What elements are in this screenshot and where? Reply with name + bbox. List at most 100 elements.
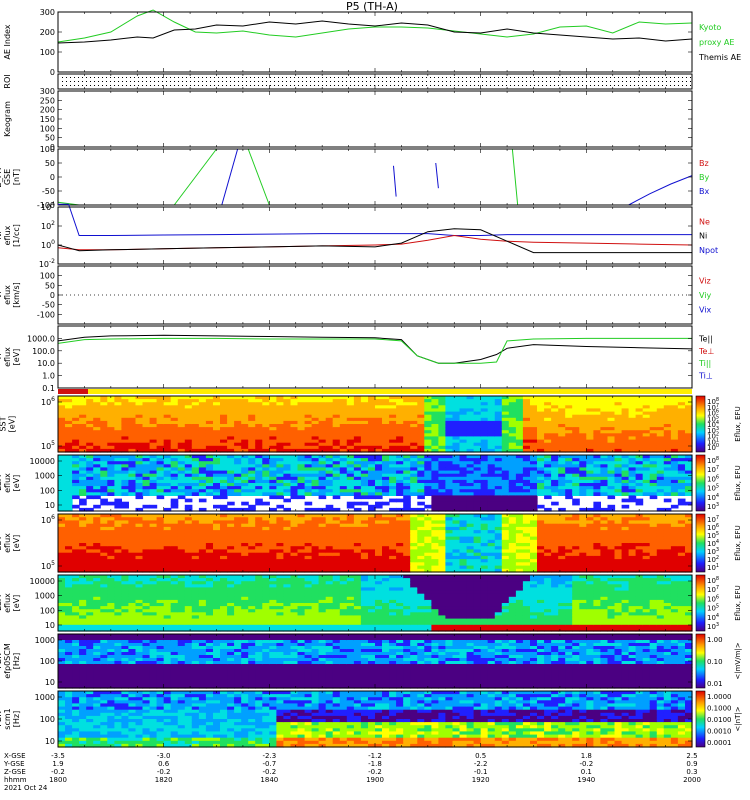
heatmap-cell	[375, 486, 383, 490]
heatmap-cell	[290, 489, 299, 493]
roi-dot	[358, 85, 359, 86]
heatmap-cell	[424, 504, 432, 509]
heatmap-cell	[368, 436, 376, 441]
heatmap-cell	[424, 470, 432, 475]
heatmap-cell	[191, 424, 200, 428]
heatmap-cell	[177, 396, 186, 400]
heatmap-cell	[142, 445, 151, 450]
heatmap-cell	[600, 424, 608, 428]
heatmap-cell	[452, 461, 461, 465]
heatmap-cell	[177, 520, 186, 525]
heatmap-cell	[614, 433, 623, 437]
heatmap-cell	[262, 543, 270, 547]
heatmap-cell	[93, 546, 101, 550]
heatmap-cell	[213, 467, 221, 472]
heatmap-cell	[410, 427, 418, 431]
heatmap-cell	[501, 495, 510, 500]
heatmap-cell	[396, 530, 404, 534]
heatmap-cell	[579, 489, 587, 493]
heatmap-cell	[656, 433, 665, 437]
heatmap-cell	[283, 559, 291, 563]
heatmap-cell	[163, 424, 172, 428]
roi-dot	[638, 77, 639, 78]
heatmap-cell	[572, 445, 580, 450]
heatmap-cell	[163, 479, 172, 484]
heatmap-cell	[480, 396, 489, 400]
heatmap-cell	[234, 486, 242, 490]
heatmap-cell	[572, 470, 580, 475]
heatmap-cell	[311, 523, 320, 528]
heatmap-cell	[410, 402, 418, 406]
heatmap-cell	[389, 433, 397, 437]
heatmap-cell	[339, 543, 348, 547]
roi-dot	[454, 77, 455, 78]
heatmap-cell	[262, 533, 270, 538]
heatmap-cell	[311, 430, 320, 434]
heatmap-cell	[205, 408, 214, 413]
heatmap-cell	[339, 439, 348, 444]
heatmap-cell	[121, 433, 129, 437]
heatmap-cell	[600, 433, 608, 437]
heatmap-cell	[579, 402, 587, 406]
roi-dot	[642, 77, 643, 78]
heatmap-cell	[262, 405, 270, 409]
heatmap-cell	[628, 479, 637, 484]
heatmap-cell	[262, 536, 270, 541]
heatmap-cell	[100, 559, 108, 563]
heatmap-cell	[276, 495, 284, 500]
heatmap-cell	[424, 489, 432, 493]
heatmap-cell	[579, 455, 587, 459]
heatmap-cell	[86, 414, 94, 419]
heatmap-cell	[276, 396, 284, 400]
heatmap-cell	[530, 495, 538, 500]
heatmap-cell	[628, 408, 637, 413]
heatmap-cell	[93, 455, 101, 459]
heatmap-cell	[677, 433, 686, 437]
heatmap-cell	[283, 514, 291, 518]
heatmap-cell	[58, 520, 66, 525]
roi-dot	[314, 81, 315, 82]
heatmap-cell	[403, 414, 411, 419]
heatmap-cell	[58, 476, 66, 481]
heatmap-cell	[227, 442, 235, 447]
heatmap-cell	[191, 530, 200, 534]
heatmap-cell	[410, 455, 418, 459]
heatmap-cell	[65, 455, 73, 459]
heatmap-cell	[65, 473, 73, 478]
heatmap-cell	[677, 445, 686, 450]
heatmap-cell	[459, 483, 468, 487]
heatmap-cell	[445, 417, 453, 422]
heatmap-cell	[142, 520, 151, 525]
heatmap-cell	[382, 565, 390, 570]
heatmap-cell	[107, 424, 115, 428]
heatmap-cell	[325, 552, 334, 557]
heatmap-cell	[572, 486, 580, 490]
heatmap-cell	[417, 470, 425, 475]
roi-dot	[302, 77, 303, 78]
heatmap-cell	[128, 473, 136, 478]
heatmap-cell	[339, 486, 348, 490]
heatmap-cell	[93, 436, 101, 441]
heatmap-cell	[515, 408, 524, 413]
heatmap-cell	[170, 476, 179, 481]
heatmap-cell	[149, 559, 158, 563]
heatmap-cell	[79, 402, 87, 406]
heatmap-cell	[515, 417, 524, 422]
heatmap-cell	[220, 555, 228, 560]
heatmap-cell	[579, 507, 587, 512]
heatmap-cell	[213, 414, 221, 419]
heatmap-cell	[382, 445, 390, 450]
panel-frame	[57, 148, 693, 206]
heatmap-cell	[318, 402, 327, 406]
heatmap-cell	[177, 526, 186, 531]
heatmap-cell	[325, 526, 334, 531]
heatmap-cell	[262, 568, 270, 573]
heatmap-cell	[304, 568, 313, 573]
heatmap-cell	[565, 492, 573, 496]
roi-dot	[570, 77, 571, 78]
heatmap-cell	[58, 461, 66, 465]
heatmap-cell	[198, 543, 207, 547]
heatmap-cell	[586, 427, 594, 431]
heatmap-cell	[255, 543, 263, 547]
heatmap-cell	[593, 430, 601, 434]
